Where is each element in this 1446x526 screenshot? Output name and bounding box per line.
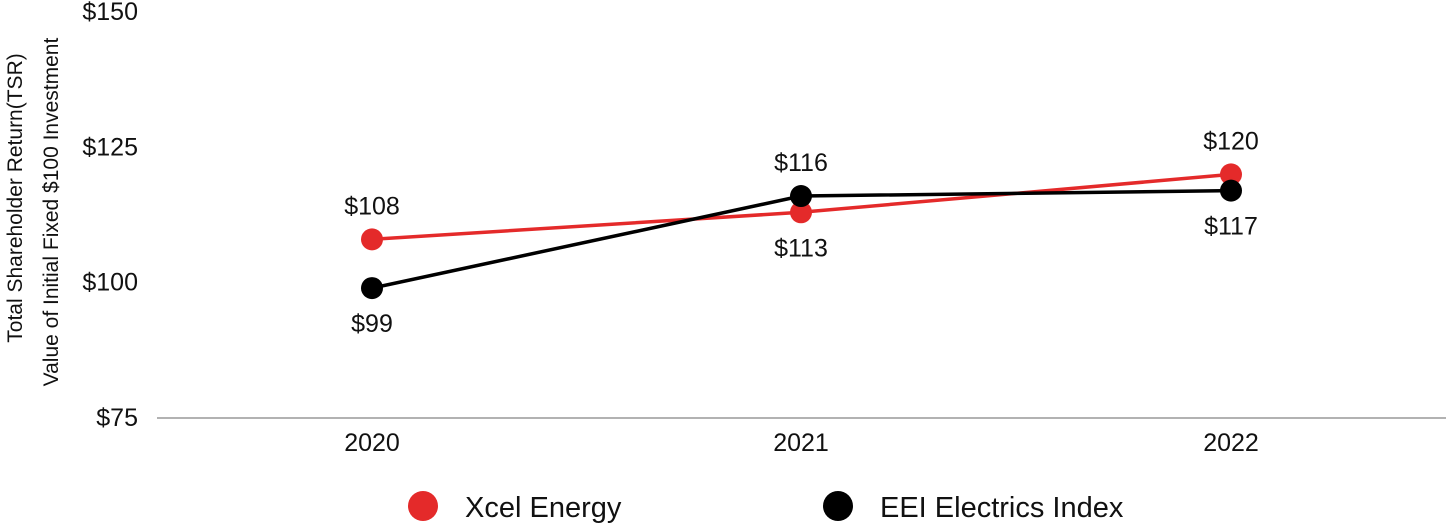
data-point bbox=[790, 185, 812, 208]
y-tick-label: $100 bbox=[82, 269, 138, 297]
data-point bbox=[790, 201, 812, 224]
data-label: $108 bbox=[344, 192, 400, 220]
data-point bbox=[361, 277, 383, 300]
data-label: $99 bbox=[351, 310, 393, 338]
y-tick-label: $75 bbox=[96, 404, 138, 432]
legend-label: Xcel Energy bbox=[465, 492, 622, 524]
data-label: $113 bbox=[774, 234, 828, 262]
legend-marker bbox=[823, 491, 853, 521]
data-label: $116 bbox=[774, 149, 828, 177]
legend-item-0: Xcel Energy bbox=[408, 491, 622, 524]
data-point bbox=[1220, 163, 1242, 186]
y-tick-label: $125 bbox=[82, 133, 138, 161]
y-axis-label-line2: Value of Initial Fixed $100 Investment bbox=[40, 38, 63, 387]
data-label: $120 bbox=[1203, 127, 1259, 155]
y-tick-label: $150 bbox=[82, 0, 138, 26]
x-tick-label: 2022 bbox=[1203, 429, 1259, 457]
data-point bbox=[1220, 179, 1242, 202]
data-label: $117 bbox=[1204, 213, 1258, 241]
legend-item-1: EEI Electrics Index bbox=[823, 491, 1124, 524]
y-axis-label-line1: Total Shareholder Return(TSR) bbox=[4, 53, 27, 342]
y-axis-label: Total Shareholder Return(TSR) Value of I… bbox=[4, 38, 63, 387]
legend-label: EEI Electrics Index bbox=[880, 492, 1124, 524]
x-tick-label: 2020 bbox=[344, 429, 400, 457]
x-tick-label: 2021 bbox=[773, 429, 829, 457]
data-point bbox=[361, 228, 383, 251]
legend-marker bbox=[408, 491, 438, 521]
